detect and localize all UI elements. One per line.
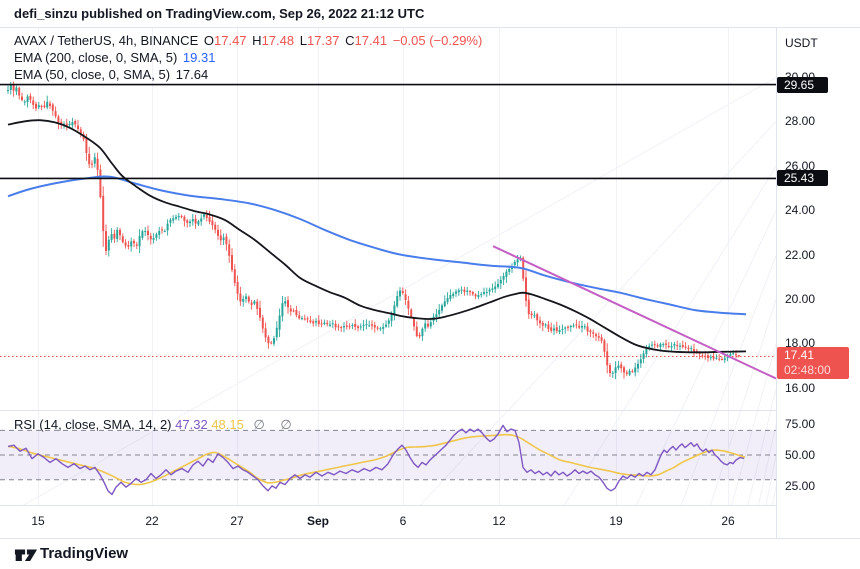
attribution-text: defi_sinzu published on TradingView.com,… (14, 6, 425, 21)
price-axis-label: 26.00 (785, 159, 816, 173)
ema200-line (7, 175, 747, 316)
bar-countdown: 02:48:00 (784, 363, 831, 377)
price-axis-label: 16.00 (785, 381, 816, 395)
ema200-value: 19.31 (182, 50, 216, 65)
rsi-value: 47.32 (175, 417, 208, 432)
pane-divider[interactable] (0, 410, 860, 411)
trendline[interactable] (492, 245, 776, 380)
header-bar: defi_sinzu published on TradingView.com,… (0, 0, 860, 28)
symbol-legend-row[interactable]: AVAX / TetherUS, 4h, BINANCE O17.47 H17.… (14, 33, 483, 48)
low-value: 17.37 (306, 33, 340, 48)
ema200-legend-row[interactable]: EMA (200, close, 0, SMA, 5) 19.31 (14, 49, 482, 66)
ema50-legend-row[interactable]: EMA (50, close, 0, SMA, 5) 17.64 (14, 66, 482, 83)
rsi-axis-label: 50.00 (785, 448, 816, 462)
change-value: −0.05 (−0.29%) (392, 33, 483, 48)
high-value: 17.48 (261, 33, 295, 48)
rsi-line (7, 424, 745, 496)
price-level-tag: 29.65 (777, 77, 828, 93)
price-axis-label: 28.00 (785, 114, 816, 128)
price-level-tag: 25.43 (777, 170, 828, 186)
time-tick-26: 26 (721, 514, 735, 528)
candles-layer (7, 81, 740, 380)
open-value: 17.47 (214, 33, 247, 48)
symbol-title: AVAX / TetherUS, 4h, BINANCE (14, 33, 199, 48)
axis-currency-label: USDT (785, 36, 818, 50)
chart-canvas[interactable] (0, 28, 776, 505)
price-axis-label: 20.00 (785, 292, 816, 306)
ema200-label: EMA (200, close, 0, SMA, 5) (14, 50, 178, 65)
footer-bar: TradingView (0, 538, 860, 569)
price-axis[interactable]: USDT 30.0028.0026.0024.0022.0020.0018.00… (776, 28, 860, 538)
rsi-ma-value: 48.15 (211, 417, 244, 432)
rsi-ma-line (7, 433, 746, 486)
time-tick-Sep: Sep (306, 514, 329, 528)
rsi-legend-row[interactable]: RSI (14, close, SMA, 14, 2) 47.32 48.15 … (14, 417, 298, 433)
rsi-axis-label: 25.00 (785, 479, 816, 493)
rsi-label: RSI (14, close, SMA, 14, 2) (14, 417, 172, 432)
price-axis-label: 24.00 (785, 203, 816, 217)
rsi-empty-values: ∅ ∅ (253, 417, 298, 432)
time-tick-22: 22 (145, 514, 159, 528)
time-tick-19: 19 (609, 514, 623, 528)
close-value: 17.41 (354, 33, 388, 48)
time-axis[interactable]: 15 22 27 Sep 6 12 19 26 (0, 505, 776, 538)
time-tick-27: 27 (230, 514, 244, 528)
time-tick-15: 15 (31, 514, 45, 528)
chart-area: AVAX / TetherUS, 4h, BINANCE O17.47 H17.… (0, 28, 860, 538)
indicator-legend: AVAX / TetherUS, 4h, BINANCE O17.47 H17.… (14, 32, 482, 83)
tradingview-logo-icon[interactable] (14, 546, 38, 564)
price-axis-label: 22.00 (785, 248, 816, 262)
ema50-line (7, 119, 747, 354)
brand-name[interactable]: TradingView (40, 545, 129, 562)
rsi-axis-label: 75.00 (785, 417, 816, 431)
ema50-label: EMA (50, close, 0, SMA, 5) (14, 67, 171, 82)
time-tick-12: 12 (492, 514, 506, 528)
ema50-value: 17.64 (175, 67, 209, 82)
last-price-value: 17.41 (784, 348, 815, 362)
price-axis-label: 18.00 (785, 336, 816, 350)
last-price-tag: 17.41 02:48:00 (777, 347, 849, 379)
time-tick-6: 6 (399, 514, 407, 528)
